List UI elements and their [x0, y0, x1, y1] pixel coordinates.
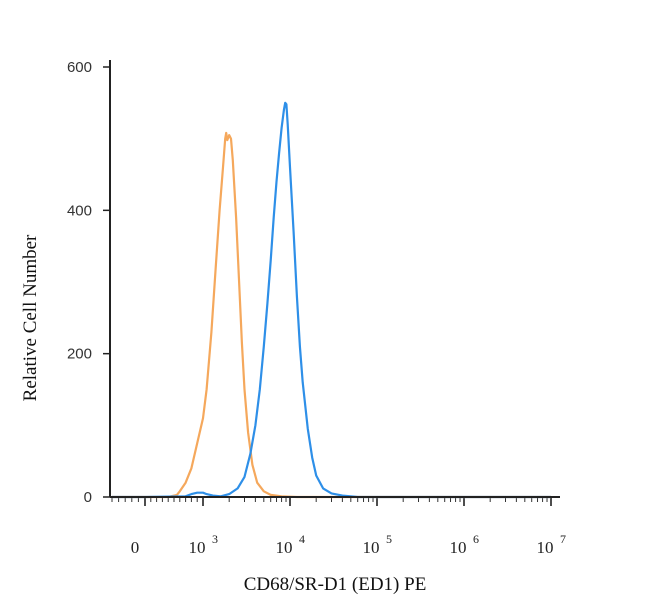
- x-tick-exponent: 3: [212, 532, 218, 546]
- x-tick-base: 10: [450, 538, 467, 557]
- y-tick-label: 600: [67, 59, 92, 76]
- x-tick-exponent: 7: [560, 532, 566, 546]
- y-tick-label: 0: [84, 489, 92, 506]
- x-tick-exponent: 4: [299, 532, 305, 546]
- y-tick-label: 400: [67, 202, 92, 219]
- y-axis-ticks: 0 200 400 600: [67, 59, 110, 506]
- x-tick-exponent: 6: [473, 532, 479, 546]
- x-tick-exponent: 5: [386, 532, 392, 546]
- x-tick-label: 10 5: [363, 532, 393, 557]
- x-tick-label: 10 7: [537, 532, 567, 557]
- x-tick-base: 10: [276, 538, 293, 557]
- x-axis-ticks: 0 10 3 10 4 10 5 10 6 10 7: [111, 497, 567, 557]
- x-tick-label: 0: [131, 538, 140, 557]
- x-tick-base: 0: [131, 538, 140, 557]
- x-tick-base: 10: [537, 538, 554, 557]
- x-axis-title: CD68/SR-D1 (ED1) PE: [244, 574, 427, 595]
- series-line-2: [112, 101, 551, 499]
- x-tick-label: 10 4: [276, 532, 306, 557]
- x-tick-label: 10 6: [450, 532, 480, 557]
- x-tick-base: 10: [363, 538, 380, 557]
- x-tick-base: 10: [189, 538, 206, 557]
- y-tick-label: 200: [67, 346, 92, 363]
- series-line-1: [112, 131, 551, 499]
- x-tick-label: 10 3: [189, 532, 219, 557]
- y-axis-title: Relative Cell Number: [20, 234, 41, 401]
- histogram-series: [112, 101, 551, 499]
